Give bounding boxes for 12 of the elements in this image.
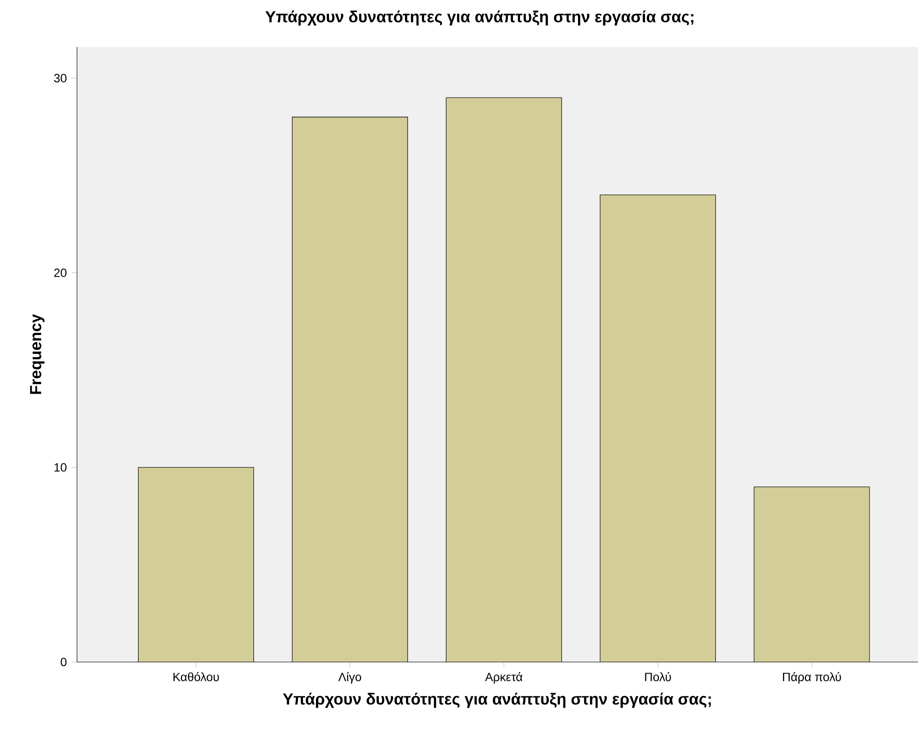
x-tick-label: Αρκετά <box>485 672 522 684</box>
x-tick-label: Καθόλου <box>174 672 219 682</box>
x-tick-label: Πολύ <box>645 672 671 682</box>
y-tick-label: 30 <box>54 74 66 82</box>
x-axis-title: Υπάρχουν δυνατότητες για ανάπτυξη στην εργασία σας; <box>282 692 711 708</box>
y-tick-label: 10 <box>54 463 66 472</box>
x-tick-label: Πάρα πολύ <box>783 672 841 684</box>
y-tick-label: 0 <box>60 658 66 666</box>
y-axis-title: Frequency <box>30 314 44 394</box>
x-tick-label: Λίγο <box>338 672 362 684</box>
chart-title: Υπάρχουν δυνατότητες για ανάπτυξη στην εργασία σας; <box>265 10 694 26</box>
y-tick-label: 20 <box>54 268 66 278</box>
